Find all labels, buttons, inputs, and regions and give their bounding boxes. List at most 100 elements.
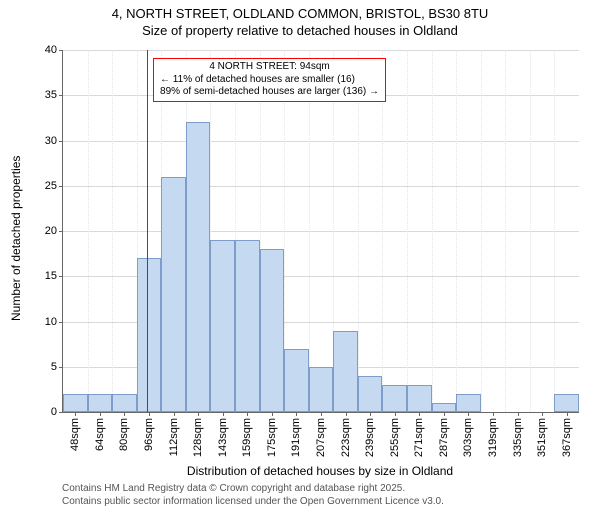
- x-tick-label: 112sqm: [168, 418, 180, 456]
- footer-credits: Contains HM Land Registry data © Crown c…: [62, 482, 444, 508]
- x-tick-label: 351sqm: [536, 418, 548, 457]
- grid-line-horizontal: [63, 50, 579, 51]
- annotation-box: 4 NORTH STREET: 94sqm← 11% of detached h…: [153, 58, 386, 102]
- x-tick-label: 96sqm: [143, 418, 155, 451]
- histogram-bar: [63, 394, 88, 412]
- histogram-bar: [309, 367, 334, 412]
- grid-line-horizontal: [63, 231, 579, 232]
- histogram-bar: [432, 403, 457, 412]
- x-tick-label: 223sqm: [340, 418, 352, 457]
- x-tick-mark: [75, 412, 76, 416]
- grid-line-vertical: [554, 50, 555, 412]
- x-tick-mark: [444, 412, 445, 416]
- x-tick-label: 255sqm: [389, 418, 401, 457]
- histogram-bar: [210, 240, 235, 412]
- x-tick-label: 303sqm: [462, 418, 474, 457]
- x-axis-label: Distribution of detached houses by size …: [62, 464, 578, 478]
- x-tick-mark: [419, 412, 420, 416]
- grid-line-horizontal: [63, 141, 579, 142]
- grid-line-vertical: [481, 50, 482, 412]
- x-tick-mark: [346, 412, 347, 416]
- x-tick-label: 239sqm: [364, 418, 376, 457]
- histogram-bar: [284, 349, 309, 412]
- title-line-2: Size of property relative to detached ho…: [0, 23, 600, 40]
- x-tick-mark: [321, 412, 322, 416]
- x-tick-mark: [124, 412, 125, 416]
- annotation-line: 89% of semi-detached houses are larger (…: [160, 86, 379, 99]
- x-tick-label: 80sqm: [118, 418, 130, 451]
- x-tick-label: 319sqm: [487, 418, 499, 457]
- x-tick-label: 207sqm: [315, 418, 327, 457]
- histogram-bar: [161, 177, 186, 412]
- x-tick-mark: [493, 412, 494, 416]
- y-tick-label: 20: [45, 225, 63, 237]
- x-tick-label: 271sqm: [413, 418, 425, 457]
- x-tick-label: 335sqm: [512, 418, 524, 457]
- plot-area: 051015202530354048sqm64sqm80sqm96sqm112s…: [62, 50, 579, 413]
- histogram-bar: [333, 331, 358, 412]
- grid-line-vertical: [309, 50, 310, 412]
- x-tick-mark: [247, 412, 248, 416]
- y-tick-label: 0: [51, 406, 63, 418]
- x-tick-mark: [542, 412, 543, 416]
- grid-line-vertical: [88, 50, 89, 412]
- x-tick-mark: [174, 412, 175, 416]
- x-tick-mark: [567, 412, 568, 416]
- x-tick-label: 367sqm: [561, 418, 573, 457]
- histogram-bar: [554, 394, 579, 412]
- title-line-1: 4, NORTH STREET, OLDLAND COMMON, BRISTOL…: [0, 6, 600, 23]
- footer-line-1: Contains HM Land Registry data © Crown c…: [62, 482, 444, 495]
- grid-line-vertical: [407, 50, 408, 412]
- grid-line-vertical: [432, 50, 433, 412]
- y-tick-label: 25: [45, 180, 63, 192]
- histogram-bar: [456, 394, 481, 412]
- annotation-line: 4 NORTH STREET: 94sqm: [160, 61, 379, 74]
- x-tick-label: 191sqm: [290, 418, 302, 457]
- y-tick-label: 10: [45, 316, 63, 328]
- y-tick-label: 15: [45, 270, 63, 282]
- y-tick-label: 35: [45, 89, 63, 101]
- chart-title: 4, NORTH STREET, OLDLAND COMMON, BRISTOL…: [0, 6, 600, 40]
- x-tick-label: 287sqm: [438, 418, 450, 457]
- x-tick-mark: [223, 412, 224, 416]
- chart-container: 4, NORTH STREET, OLDLAND COMMON, BRISTOL…: [0, 6, 600, 500]
- x-tick-label: 175sqm: [266, 418, 278, 457]
- x-tick-mark: [198, 412, 199, 416]
- annotation-line: ← 11% of detached houses are smaller (16…: [160, 74, 379, 87]
- histogram-bar: [358, 376, 383, 412]
- y-tick-label: 40: [45, 44, 63, 56]
- x-tick-mark: [395, 412, 396, 416]
- histogram-bar: [235, 240, 260, 412]
- y-tick-label: 30: [45, 135, 63, 147]
- x-tick-mark: [100, 412, 101, 416]
- x-tick-label: 48sqm: [69, 418, 81, 451]
- x-tick-mark: [149, 412, 150, 416]
- y-tick-label: 5: [51, 361, 63, 373]
- x-tick-mark: [272, 412, 273, 416]
- grid-line-vertical: [505, 50, 506, 412]
- x-tick-label: 128sqm: [192, 418, 204, 457]
- histogram-bar: [88, 394, 113, 412]
- x-tick-mark: [370, 412, 371, 416]
- x-tick-label: 64sqm: [94, 418, 106, 451]
- x-tick-mark: [296, 412, 297, 416]
- x-tick-mark: [518, 412, 519, 416]
- histogram-bar: [137, 258, 162, 412]
- x-tick-label: 143sqm: [217, 418, 229, 457]
- marker-line: [147, 50, 148, 412]
- histogram-bar: [382, 385, 407, 412]
- histogram-bar: [260, 249, 285, 412]
- grid-line-vertical: [112, 50, 113, 412]
- y-axis-label: Number of detached properties: [9, 156, 23, 321]
- grid-line-vertical: [358, 50, 359, 412]
- x-tick-label: 159sqm: [241, 418, 253, 457]
- histogram-bar: [407, 385, 432, 412]
- x-tick-mark: [468, 412, 469, 416]
- grid-line-horizontal: [63, 186, 579, 187]
- grid-line-vertical: [456, 50, 457, 412]
- footer-line-2: Contains public sector information licen…: [62, 495, 444, 508]
- grid-line-vertical: [530, 50, 531, 412]
- histogram-bar: [112, 394, 137, 412]
- grid-line-vertical: [382, 50, 383, 412]
- histogram-bar: [186, 122, 211, 412]
